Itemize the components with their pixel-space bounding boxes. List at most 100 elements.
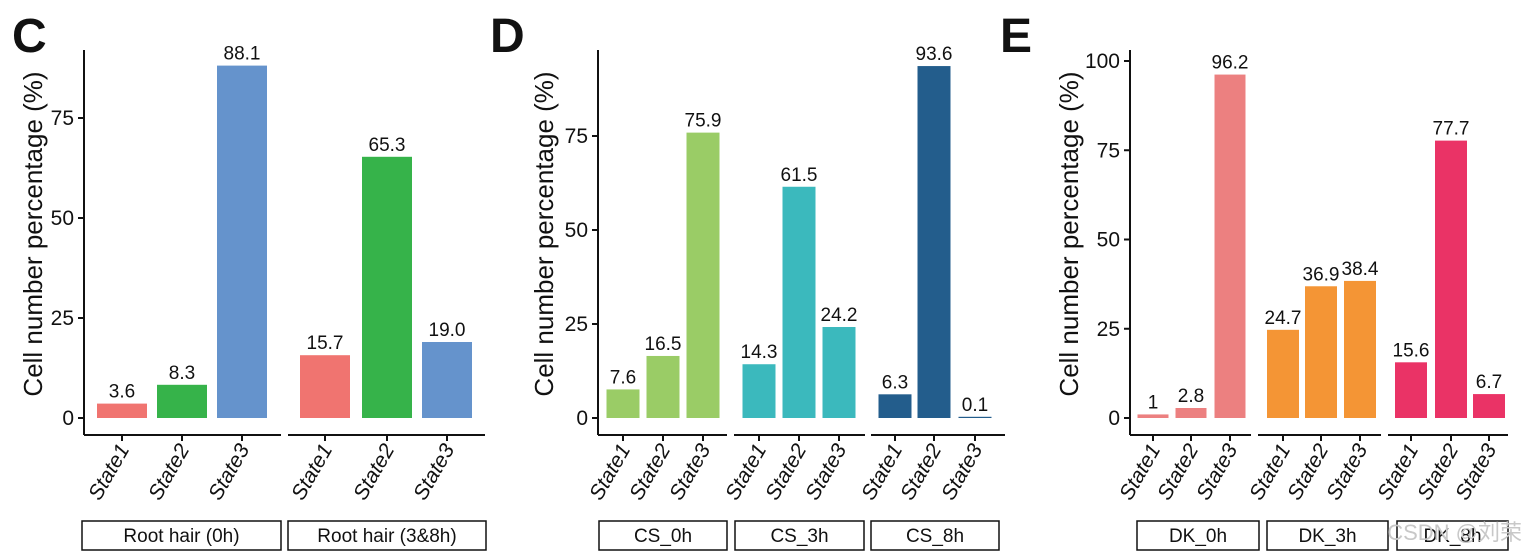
bar: [422, 342, 472, 418]
bar: [822, 327, 856, 418]
x-tick-label: State3: [409, 440, 459, 504]
y-tick-label: 50: [51, 207, 74, 230]
panel-letter: E: [1000, 10, 1032, 63]
facet-label: Root hair (3&8h): [317, 526, 456, 547]
bar: [1305, 286, 1337, 418]
bar: [742, 364, 776, 418]
watermark-text: CSDN @刘荣: [1387, 520, 1522, 545]
bar: [958, 416, 992, 418]
y-tick-label: 50: [565, 219, 588, 242]
data-label: 88.1: [224, 44, 261, 65]
bar: [1473, 394, 1505, 418]
data-label: 75.9: [685, 111, 722, 132]
bar: [300, 355, 350, 418]
y-tick-label: 0: [62, 407, 74, 430]
facet-strip: [870, 520, 1000, 551]
facet-strip: [1396, 520, 1509, 551]
data-label: 24.7: [1265, 308, 1302, 329]
x-tick-label: State3: [665, 440, 715, 504]
y-tick-label: 75: [51, 107, 74, 130]
bar: [1395, 362, 1427, 418]
data-label: 14.3: [741, 342, 778, 363]
data-label: 93.6: [916, 44, 953, 65]
bar: [1344, 280, 1376, 418]
facet-label: DK_3h: [1298, 526, 1356, 547]
bar: [1435, 140, 1467, 418]
x-tick-label: State2: [144, 440, 194, 504]
bar: [1137, 414, 1169, 418]
facet-strip: [1266, 520, 1389, 551]
panel-d: D 0 25 50 75 Cell number percentage (%) 7.6 Sta…: [490, 10, 1005, 551]
facet-label: DK_8h: [1423, 526, 1481, 547]
bar: [1267, 329, 1299, 418]
y-tick-label: 25: [565, 313, 588, 336]
data-label: 36.9: [1303, 264, 1340, 285]
data-label: 16.5: [645, 334, 682, 355]
bar: [1214, 74, 1246, 418]
y-tick-label: 75: [1097, 139, 1120, 162]
y-tick-label: 0: [576, 407, 588, 430]
bar: [686, 132, 720, 418]
bar: [917, 66, 951, 419]
bar: [606, 389, 640, 418]
y-tick-label: 25: [51, 307, 74, 330]
bar: [646, 355, 680, 418]
data-label: 3.6: [109, 382, 135, 403]
data-label: 61.5: [781, 165, 818, 186]
data-label: 1: [1148, 392, 1159, 413]
facet-label: CS_3h: [770, 526, 828, 547]
data-label: 65.3: [369, 135, 406, 156]
facet-label: CS_8h: [906, 526, 964, 547]
facet-strip: [598, 520, 728, 551]
data-label: 15.6: [1393, 340, 1430, 361]
data-label: 6.7: [1476, 372, 1502, 393]
data-label: 8.3: [169, 363, 195, 384]
data-label: 96.2: [1212, 53, 1249, 74]
x-tick-label: State3: [937, 440, 987, 504]
bar: [217, 65, 267, 418]
y-tick-label: 100: [1085, 50, 1120, 73]
bar: [878, 394, 912, 418]
facet-1: 3.6 State1 8.3 State2 88.1 State3 Root hair (0…: [81, 44, 282, 551]
x-tick-label: State1: [287, 440, 337, 504]
y-axis-title: Cell number percentage (%): [529, 71, 559, 396]
y-axis-title: Cell number percentage (%): [1054, 71, 1084, 396]
y-tick-label: 25: [1097, 318, 1120, 341]
panel-letter: C: [12, 10, 47, 63]
facet-2: 15.7 State1 65.3 State2 19.0 State3 Root hair …: [287, 135, 487, 551]
bar: [362, 156, 412, 419]
facet-label: Root hair (0h): [123, 526, 239, 547]
facet-strip: [287, 520, 487, 551]
bar: [782, 186, 816, 418]
x-tick-label: State3: [204, 440, 254, 504]
data-label: 7.6: [610, 367, 636, 388]
facet-label: CS_0h: [634, 526, 692, 547]
data-label: 15.7: [307, 333, 344, 354]
y-tick-label: 0: [1108, 407, 1120, 430]
data-label: 2.8: [1178, 386, 1204, 407]
bar: [1175, 408, 1207, 418]
facet-label: DK_0h: [1169, 526, 1227, 547]
x-tick-label: State2: [349, 440, 399, 504]
y-axis-title: Cell number percentage (%): [18, 71, 48, 396]
data-label: 24.2: [821, 305, 858, 326]
data-label: 0.1: [962, 395, 988, 416]
data-label: 77.7: [1433, 119, 1470, 140]
bar: [157, 384, 207, 418]
facet-strip: [81, 520, 282, 551]
bar: [97, 403, 147, 418]
facet-strip: [1136, 520, 1260, 551]
data-label: 38.4: [1342, 259, 1379, 280]
data-label: 19.0: [429, 320, 466, 341]
y-tick-label: 50: [1097, 229, 1120, 252]
x-tick-label: State1: [84, 440, 134, 504]
facet-strip: [734, 520, 865, 551]
